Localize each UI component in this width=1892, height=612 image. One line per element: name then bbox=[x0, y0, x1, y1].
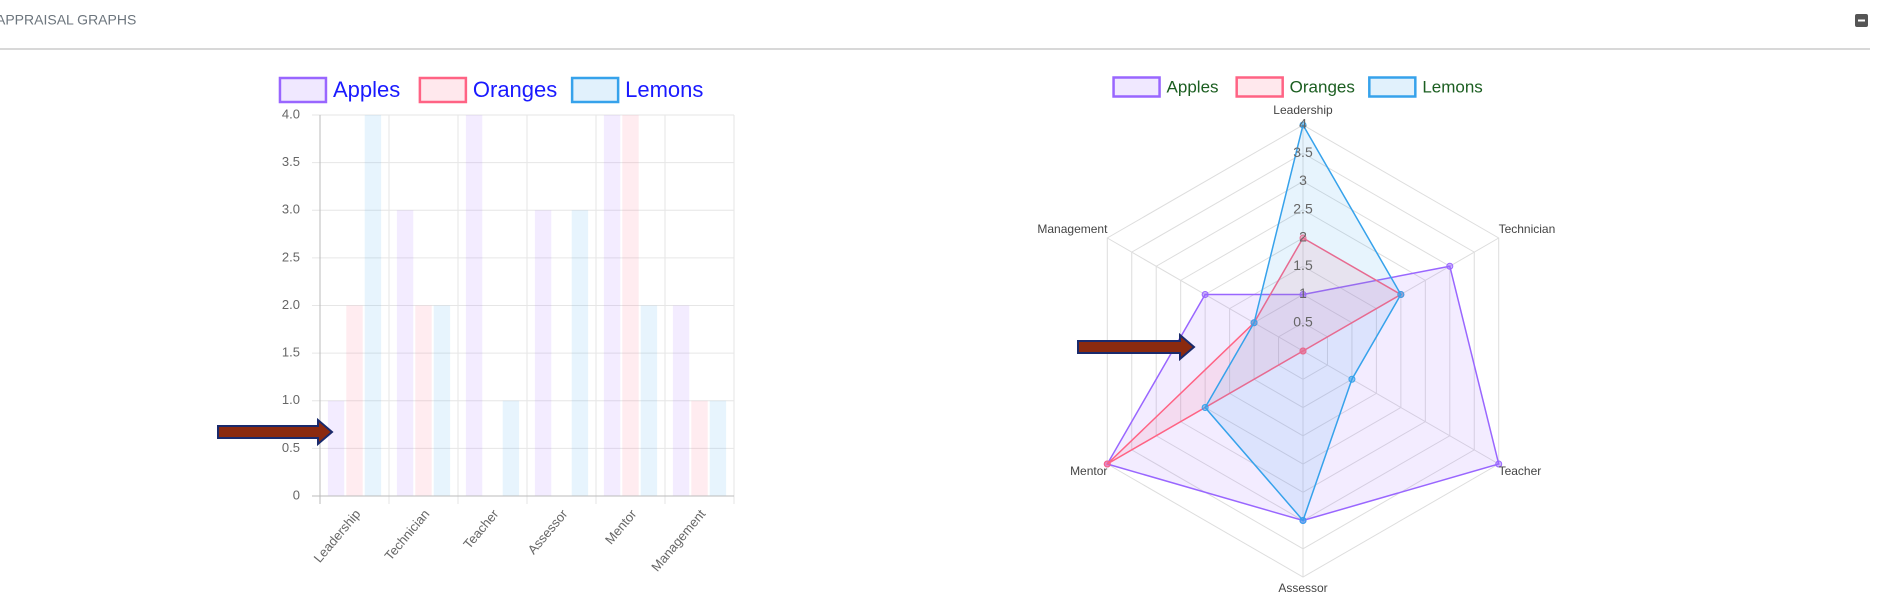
point-label: Assessor bbox=[1278, 581, 1327, 595]
legend-label: Lemons bbox=[1422, 77, 1482, 96]
bar-chart: 0 0.5 1.0 1.5 2.0 2.5 3.0 3.5 4.0 Leadership Techn… bbox=[278, 76, 735, 574]
x-tick-label: Leadership bbox=[311, 506, 364, 565]
radar-point bbox=[1201, 291, 1209, 298]
r-tick-label: 0.5 bbox=[1293, 313, 1313, 329]
radar-point bbox=[1348, 375, 1356, 383]
radar-point bbox=[1299, 234, 1307, 242]
radar-point bbox=[1250, 319, 1258, 327]
r-tick-label: 4 bbox=[1299, 116, 1307, 132]
y-tick-label: 2.0 bbox=[282, 297, 300, 312]
point-label: Technician bbox=[1499, 222, 1556, 236]
radar-point bbox=[1446, 262, 1454, 270]
r-tick-label: 1.5 bbox=[1293, 257, 1313, 273]
point-label: Management bbox=[1037, 222, 1108, 236]
legend-swatch bbox=[1235, 76, 1284, 98]
r-tick-label: 1 bbox=[1299, 285, 1307, 301]
x-tick-label: Technician bbox=[381, 506, 432, 563]
x-tick-label: Teacher bbox=[460, 506, 502, 552]
point-label: Teacher bbox=[1499, 464, 1542, 478]
y-tick-label: 1.5 bbox=[282, 345, 300, 360]
y-tick-label: 2.5 bbox=[282, 249, 300, 264]
bar bbox=[433, 305, 451, 496]
r-tick-label: 2.5 bbox=[1293, 200, 1313, 216]
y-tick-label: 0.5 bbox=[282, 440, 300, 455]
arrow bbox=[1077, 332, 1196, 362]
y-tick-label: 4.0 bbox=[282, 106, 300, 121]
spoke bbox=[1302, 350, 1499, 465]
radar-point bbox=[1299, 121, 1307, 129]
bar bbox=[502, 400, 520, 496]
point-label: Mentor bbox=[1070, 464, 1107, 478]
y-tick-label: 0 bbox=[293, 487, 300, 502]
bar bbox=[672, 305, 690, 496]
radar-point bbox=[1299, 347, 1307, 355]
legend-label: Oranges bbox=[473, 77, 557, 102]
panel-title: APPRAISAL GRAPHS bbox=[0, 12, 136, 28]
legend-swatch bbox=[1368, 76, 1417, 98]
r-tick-label: 2 bbox=[1299, 229, 1307, 245]
bar bbox=[691, 400, 708, 496]
r-tick-label: 3.5 bbox=[1293, 144, 1313, 160]
radar-point bbox=[1299, 291, 1307, 298]
bar bbox=[622, 115, 639, 496]
legend-label: Apples bbox=[333, 77, 400, 102]
legend-label: Oranges bbox=[1290, 77, 1355, 96]
bar bbox=[603, 115, 621, 496]
bar bbox=[465, 115, 483, 496]
bar bbox=[534, 210, 552, 496]
bar bbox=[571, 210, 589, 496]
bar bbox=[709, 400, 727, 496]
y-tick-label: 1.0 bbox=[282, 392, 300, 407]
arrow bbox=[217, 417, 334, 447]
bar bbox=[396, 210, 414, 496]
bar bbox=[640, 305, 658, 496]
r-tick-label: 3 bbox=[1299, 172, 1307, 188]
radar-point bbox=[1495, 460, 1503, 468]
bar bbox=[364, 115, 382, 496]
legend-swatch bbox=[418, 76, 468, 104]
legend-label: Lemons bbox=[625, 77, 703, 102]
bar bbox=[346, 305, 363, 496]
x-tick-label: Management bbox=[648, 506, 709, 574]
collapse-icon bbox=[1858, 19, 1865, 22]
legend-swatch bbox=[570, 76, 620, 104]
radar-point bbox=[1299, 517, 1307, 524]
x-tick-label: Assessor bbox=[525, 506, 571, 557]
bar bbox=[327, 400, 345, 496]
point-label: Leadership bbox=[1273, 103, 1333, 117]
x-tick-label: Mentor bbox=[602, 506, 640, 547]
legend-swatch bbox=[1112, 76, 1161, 98]
legend-label: Apples bbox=[1167, 77, 1219, 96]
radar-point bbox=[1201, 404, 1209, 411]
y-tick-label: 3.0 bbox=[282, 202, 300, 217]
y-tick-label: 3.5 bbox=[282, 154, 300, 169]
bar bbox=[415, 305, 432, 496]
radar-point bbox=[1397, 291, 1405, 298]
legend-swatch bbox=[278, 76, 328, 104]
radar-point bbox=[1103, 460, 1111, 468]
